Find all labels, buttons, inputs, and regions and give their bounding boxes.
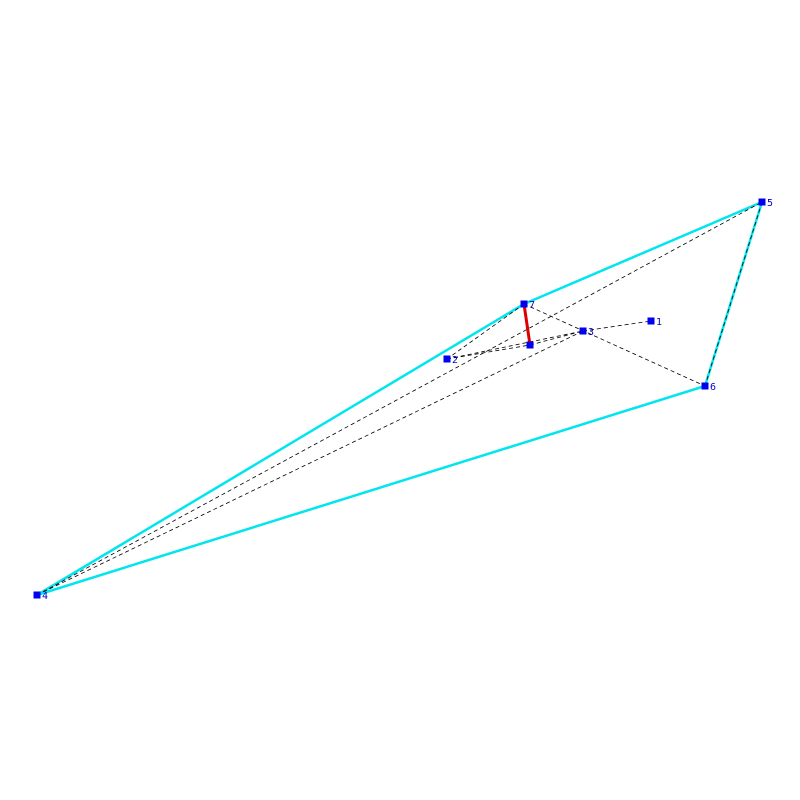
node-1: 1 (647, 317, 662, 328)
dashed-edge-2-8 (446, 344, 531, 360)
dashed-edge-7-6 (523, 303, 706, 387)
highlight-edge-7-8 (522, 303, 532, 346)
node-label: 6 (710, 382, 716, 393)
dashed-edge-3-1 (582, 320, 652, 332)
node-label: 4 (42, 591, 48, 602)
node-2: 2 (443, 355, 458, 366)
node-marker (443, 355, 451, 363)
node-label: 5 (767, 198, 773, 209)
highlight-edges (522, 303, 532, 346)
node-marker (520, 300, 528, 308)
node-4: 4 (33, 591, 48, 602)
node-label: 3 (588, 327, 594, 338)
node-7: 7 (520, 300, 535, 311)
node-8 (526, 341, 534, 349)
hull-edge-7-5 (523, 200, 763, 306)
dashed-edge-7-2 (446, 303, 525, 360)
dashed-edge-8-3 (529, 330, 584, 346)
node-label: 7 (529, 300, 535, 311)
node-marker (579, 327, 587, 335)
node-marker (647, 317, 655, 325)
node-marker (701, 382, 709, 390)
hull-edge-6-4 (36, 384, 706, 597)
hull-edge-5-6 (703, 201, 764, 387)
node-label: 1 (656, 317, 662, 328)
hull-edge-4-7 (36, 302, 525, 597)
dashed-edge-4-5 (36, 201, 763, 596)
node-5: 5 (758, 198, 773, 209)
node-label: 2 (452, 355, 458, 366)
node-3: 3 (579, 327, 594, 338)
node-marker (33, 591, 41, 599)
dashed-edge-4-3 (36, 330, 584, 596)
node-marker (526, 341, 534, 349)
node-6: 6 (701, 382, 716, 393)
dashed-edges (36, 201, 763, 596)
dashed-edge-2-3 (446, 330, 584, 360)
node-marker (758, 198, 766, 206)
nodes: 1 2 3 4 5 6 7 (33, 198, 773, 602)
hull-edges (36, 200, 764, 597)
